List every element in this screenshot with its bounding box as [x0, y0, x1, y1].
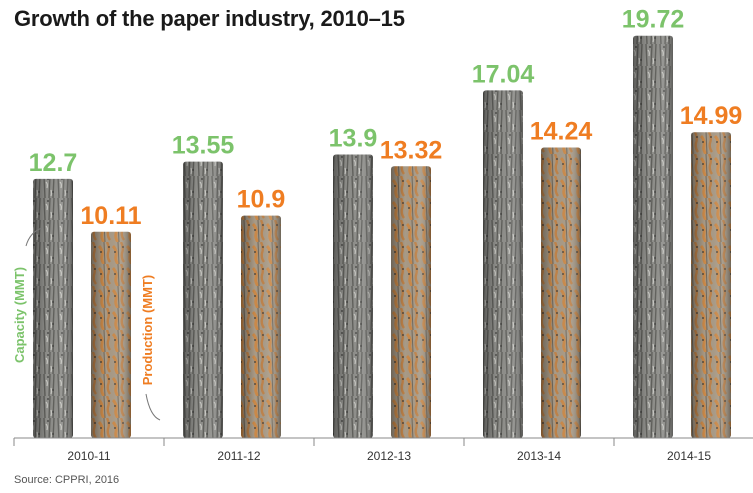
capacity-value-label-2013-14: 17.04 [472, 60, 535, 88]
production-value-label-2014-15: 14.99 [680, 102, 743, 130]
production-value-label-2010-11: 10.11 [80, 202, 141, 230]
production-value-label-2013-14: 14.24 [530, 118, 593, 146]
production-legend-connector [145, 393, 161, 421]
capacity-value-label-2011-12: 13.55 [172, 132, 235, 160]
production-bar-shade-2014-15 [691, 132, 731, 439]
capacity-bar-shade-2014-15 [633, 35, 673, 438]
x-tick-label-2014-15: 2014-15 [667, 449, 711, 463]
x-tick-label-2013-14: 2013-14 [517, 449, 561, 463]
x-tick-label-2012-13: 2012-13 [367, 449, 411, 463]
production-bar-shade-2013-14 [541, 147, 581, 438]
x-tick-label-2011-12: 2011-12 [217, 449, 260, 463]
capacity-bar-shade-2013-14 [483, 90, 523, 438]
capacity-bar-shade-2012-13 [333, 154, 373, 438]
production-value-label-2012-13: 13.32 [380, 136, 443, 164]
capacity-value-label-2012-13: 13.9 [329, 124, 378, 152]
production-value-label-2011-12: 10.9 [237, 186, 286, 214]
production-bar-shade-2010-11 [91, 231, 131, 438]
x-tick-label-2010-11: 2010-11 [67, 449, 110, 463]
production-bar-shade-2011-12 [241, 215, 281, 438]
capacity-value-label-2014-15: 19.72 [622, 6, 685, 34]
capacity-value-label-2010-11: 12.7 [29, 149, 78, 177]
production-bar-shade-2012-13 [391, 166, 431, 438]
capacity-legend-label: Capacity (MMT) [12, 267, 27, 363]
capacity-bar-shade-2010-11 [33, 178, 73, 439]
capacity-bar-shade-2011-12 [183, 161, 223, 438]
chart-title: Growth of the paper industry, 2010–15 [14, 6, 405, 31]
source-note: Source: CPPRI, 2016 [14, 474, 120, 486]
production-legend-label: Production (MMT) [140, 275, 155, 385]
capacity-legend-connector [25, 227, 43, 247]
